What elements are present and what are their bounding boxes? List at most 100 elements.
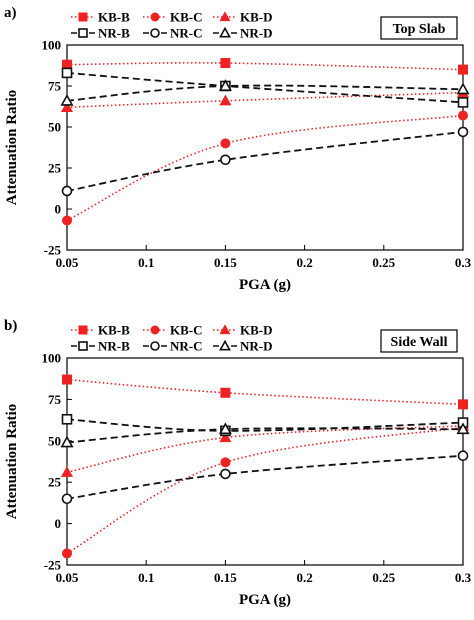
series-nr-c — [61, 126, 469, 197]
legend-marker — [78, 12, 88, 22]
series-nr-b — [61, 67, 469, 108]
legend-label: NR-C — [170, 26, 203, 41]
series-line — [66, 84, 464, 102]
x-tick-label: 0.2 — [296, 570, 312, 585]
series-line — [66, 426, 464, 555]
data-point — [62, 374, 72, 385]
y-axis-title: Attenuation Ratio — [4, 404, 20, 519]
legend-marker — [219, 324, 231, 335]
legend-label: KB-C — [170, 323, 203, 338]
legend-marker — [150, 325, 160, 335]
data-point — [458, 399, 468, 410]
legend-marker — [150, 341, 160, 351]
x-tick-label: 0.15 — [214, 570, 237, 585]
series-line — [66, 425, 464, 474]
data-point — [220, 58, 231, 69]
y-tick-label: 0 — [55, 202, 62, 217]
panel-box — [380, 16, 458, 40]
y-tick-label: 25 — [48, 475, 62, 490]
series-line — [66, 454, 464, 500]
data-point — [60, 435, 74, 448]
x-tick-label: 0.1 — [138, 255, 154, 270]
series-line — [66, 91, 464, 109]
x-axis-title: PGA (g) — [239, 277, 291, 293]
x-tick-label: 0.3 — [455, 255, 472, 270]
x-tick-label: 0.25 — [372, 255, 395, 270]
data-point — [220, 138, 231, 149]
panel-label: a) — [4, 5, 17, 21]
legend-label: NR-B — [98, 339, 130, 354]
legend: KB-B KB-C KB-D NR-B NR-C NR-D — [65, 7, 277, 41]
data-point — [62, 548, 72, 559]
plot-frame — [66, 357, 464, 566]
series-kb-c — [62, 422, 468, 559]
legend-marker — [219, 11, 231, 22]
series-line — [66, 131, 464, 192]
data-point — [61, 67, 73, 79]
legend-label: NR-C — [170, 339, 203, 354]
series-kb-b — [62, 374, 468, 410]
x-axis-title: PGA (g) — [239, 592, 291, 608]
x-tick-label: 0.3 — [455, 570, 472, 585]
y-tick-label: 100 — [42, 38, 62, 53]
data-point — [457, 126, 469, 138]
legend-label: KB-B — [98, 323, 130, 338]
data-point — [220, 468, 231, 480]
data-point — [61, 413, 73, 425]
chart-panel-2: b) -25 0 25 50 75 100 0.05 0.1 0.15 0.2 0.25 0.3 PGA … — [4, 318, 472, 608]
y-tick-label: 75 — [48, 79, 62, 94]
series-nr-b — [61, 413, 469, 437]
legend-label: KB-B — [98, 10, 130, 25]
y-tick-label: -25 — [44, 243, 62, 258]
series-line — [66, 378, 464, 406]
data-point — [457, 97, 469, 108]
y-tick-label: 75 — [48, 392, 62, 407]
data-point — [62, 215, 72, 226]
x-tick-label: 0.25 — [372, 570, 395, 585]
x-tick-label: 0.05 — [56, 570, 79, 585]
y-tick-label: 50 — [48, 433, 61, 448]
panel-box-label: Top Slab — [393, 22, 446, 37]
series-nr-c — [61, 450, 469, 505]
data-point — [60, 466, 74, 477]
data-point — [218, 422, 232, 435]
legend-label: NR-B — [98, 26, 130, 41]
legend-marker — [150, 28, 160, 38]
data-point — [458, 64, 468, 75]
legend-label: KB-D — [240, 10, 273, 25]
y-tick-label: 25 — [48, 161, 62, 176]
data-point — [218, 79, 232, 91]
legend-label: KB-C — [170, 10, 203, 25]
data-point — [456, 82, 470, 95]
legend-marker — [219, 339, 231, 351]
panel-box-label: Side Wall — [391, 335, 448, 350]
data-point — [457, 450, 469, 462]
series-line — [66, 71, 464, 104]
x-tick-label: 0.05 — [56, 255, 79, 270]
y-tick-label: -25 — [44, 558, 62, 573]
legend-marker — [219, 26, 231, 38]
series-nr-d — [60, 79, 470, 106]
plot-frame — [66, 44, 464, 251]
data-point — [60, 93, 74, 106]
legend-marker — [78, 28, 88, 38]
data-point — [458, 110, 468, 121]
legend-marker — [150, 12, 160, 22]
series-nr-d — [60, 422, 470, 448]
series-kb-c — [62, 110, 468, 226]
series-line — [66, 418, 464, 432]
y-tick-label: 100 — [42, 351, 62, 366]
data-point — [61, 185, 73, 197]
x-tick-label: 0.2 — [296, 255, 312, 270]
series-line — [66, 62, 464, 71]
legend-background — [65, 320, 277, 354]
legend: KB-B KB-C KB-D NR-B NR-C NR-D — [65, 320, 277, 354]
data-point — [60, 101, 74, 112]
data-point — [219, 94, 232, 106]
legend-label: KB-D — [240, 323, 273, 338]
legend-marker — [78, 341, 88, 351]
legend-marker — [78, 325, 88, 335]
data-point — [220, 457, 231, 468]
y-axis-title: Attenuation Ratio — [4, 90, 20, 205]
